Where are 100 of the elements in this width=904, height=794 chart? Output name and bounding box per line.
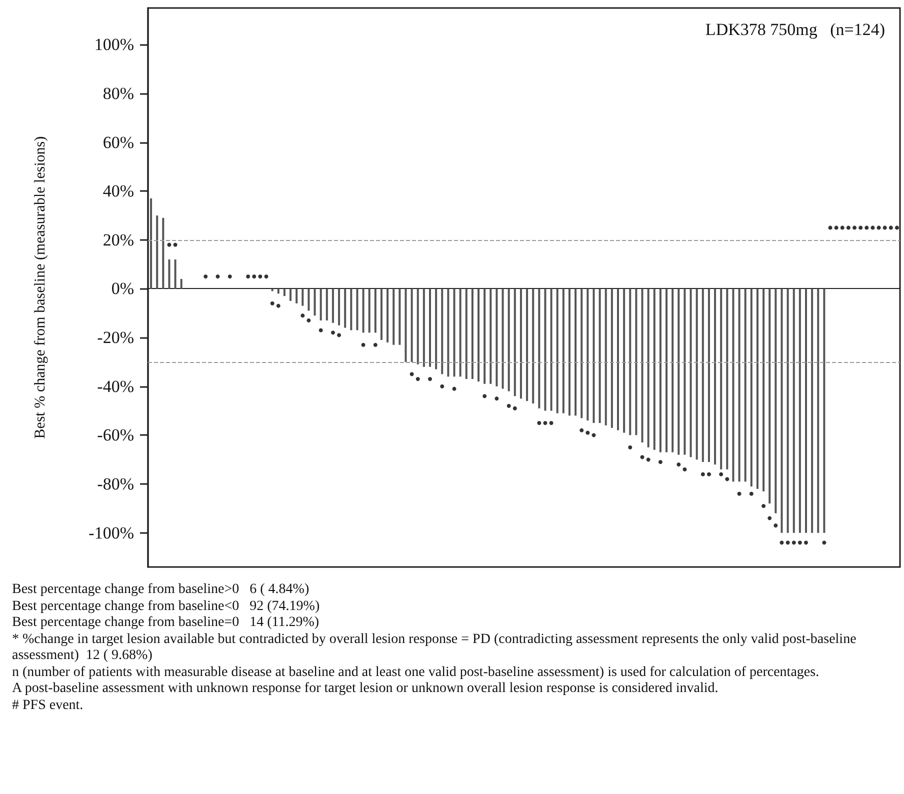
bar (320, 288, 322, 320)
bar (562, 288, 564, 414)
bar (308, 288, 310, 311)
bar (508, 288, 510, 392)
bar (368, 288, 370, 333)
text: LDK378 750mg (n=124) (705, 20, 886, 39)
bar (484, 288, 486, 384)
bar (277, 288, 280, 294)
bar (708, 288, 710, 462)
bar (459, 288, 462, 377)
bar (386, 288, 389, 342)
bar (422, 288, 425, 367)
bar (623, 288, 626, 433)
bar (550, 288, 552, 411)
bar (720, 288, 722, 470)
bar (532, 288, 534, 404)
bar (374, 288, 376, 333)
bar (666, 288, 668, 452)
bar (332, 288, 334, 323)
text: Best percentage change from baseline<0 92 (74.19%) (12, 598, 321, 615)
text: * %change in target lesion available but contradicted by overall lesion response = PD (contradicting assessment represents the only valid post-baseline assessment) 12 ( 9.68%) (12, 632, 858, 664)
y-tick-label: 80% (102, 84, 134, 103)
y-tick-label: -80% (97, 474, 134, 494)
bar (780, 288, 783, 533)
bar (598, 288, 601, 423)
bar (610, 288, 613, 428)
text: Best percentage change from baseline=0 14 (11.29%) (12, 615, 320, 632)
bar (435, 288, 438, 370)
text: Best percentage change from baseline>0 6 ( 4.84%) (12, 582, 310, 598)
text: n (number of patients with measurable disease at baseline and at least one valid post-baseline assessment) is used for calculation of percentages. (12, 664, 820, 681)
bar (283, 288, 286, 296)
y-tick-label: 40% (102, 182, 134, 201)
bar (326, 288, 328, 320)
y-tick-label: -100% (88, 523, 134, 542)
bar (702, 288, 704, 462)
bar (465, 288, 468, 380)
bar (580, 288, 583, 418)
bar (756, 288, 758, 489)
bar (659, 288, 662, 452)
bar (647, 288, 650, 448)
bar (520, 288, 522, 399)
bar (774, 288, 777, 514)
bar (404, 288, 407, 362)
bar (696, 288, 698, 460)
bar (271, 288, 274, 292)
bar (150, 198, 152, 289)
text: # PFS event. (12, 698, 84, 714)
y-tick-label: 0% (111, 279, 134, 298)
bar (290, 288, 292, 301)
bar (641, 288, 644, 443)
bar (653, 288, 656, 450)
bar (750, 288, 752, 486)
bar (690, 288, 692, 458)
y-tick-label: -60% (97, 426, 134, 445)
bar (678, 288, 680, 455)
bar (817, 288, 820, 533)
bar (592, 288, 595, 423)
bar (380, 288, 382, 340)
bar (296, 288, 298, 304)
bar (744, 288, 746, 482)
bar (604, 288, 607, 426)
bar (356, 288, 358, 330)
bar (496, 288, 498, 386)
bar (726, 288, 728, 470)
bar (586, 288, 589, 421)
bar (162, 218, 164, 289)
bar (635, 288, 638, 436)
text: A post-baseline assessment with unknown response for target lesion or unknown overall lesion response is considered invalid. (12, 681, 720, 698)
bar (556, 288, 558, 414)
y-tick-label: 60% (102, 132, 134, 152)
bar (568, 288, 570, 416)
bar (786, 288, 789, 533)
bar (672, 288, 674, 452)
y-tick-label: -20% (97, 328, 134, 348)
bar (410, 288, 413, 362)
bar (429, 288, 431, 367)
bar (811, 288, 814, 533)
bar (156, 215, 158, 289)
bar (538, 288, 540, 408)
bar (574, 288, 577, 416)
bar (350, 288, 352, 330)
bar (738, 288, 740, 482)
bar (502, 288, 504, 389)
y-tick-label: 20% (102, 230, 134, 250)
bar (732, 288, 734, 482)
bar (798, 288, 801, 533)
bar (684, 288, 686, 455)
bar (180, 278, 182, 289)
y-tick-label: 100% (94, 35, 134, 54)
bar (392, 288, 395, 345)
bar (478, 288, 480, 382)
bar (792, 288, 795, 533)
bar (447, 288, 450, 377)
bar (302, 288, 304, 306)
bar (344, 288, 346, 328)
bar (768, 288, 771, 504)
bar (490, 288, 492, 384)
bar (823, 288, 826, 533)
bar (805, 288, 807, 533)
bar (617, 288, 619, 430)
